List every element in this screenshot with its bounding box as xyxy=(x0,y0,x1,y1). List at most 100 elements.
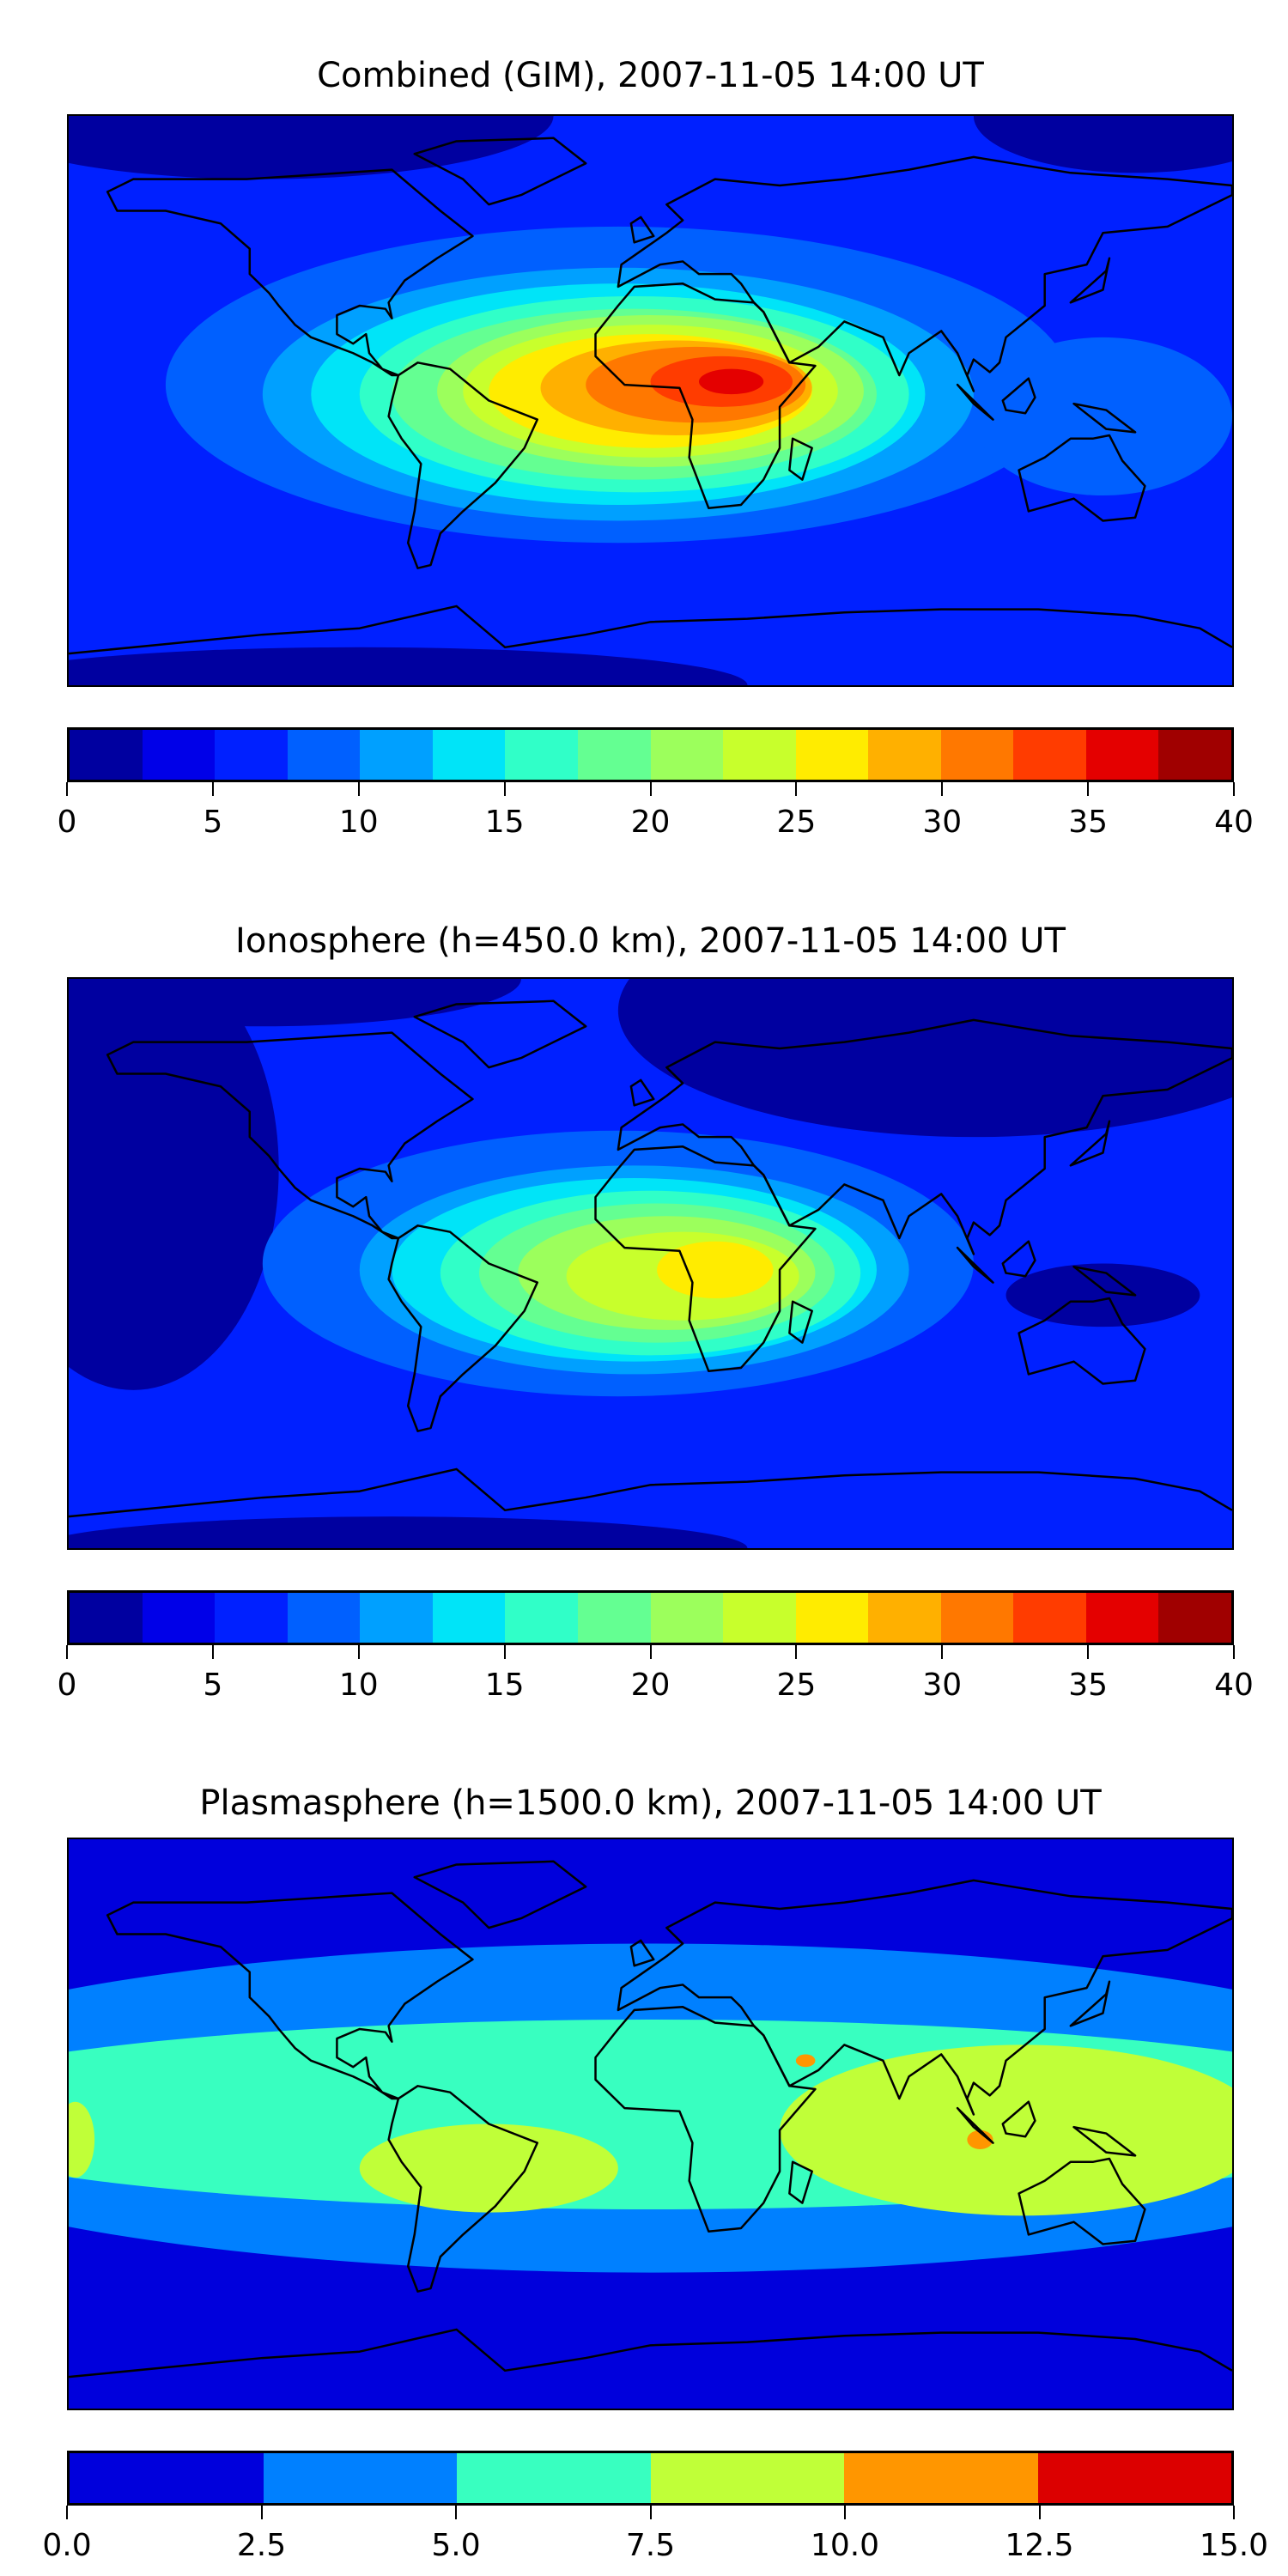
colorbar-swatch xyxy=(844,2453,1038,2503)
colorbar-swatch xyxy=(70,1593,143,1643)
map-plot xyxy=(67,1838,1234,2410)
coastline-eurasia xyxy=(618,1880,1232,2115)
colorbar-tick xyxy=(211,782,214,796)
coastline-sumatra xyxy=(957,1248,993,1283)
colorbar-tick-label: 5 xyxy=(203,1668,223,1703)
coastline-australia xyxy=(1019,435,1145,520)
colorbar-tick xyxy=(66,782,68,796)
contour-region xyxy=(69,979,279,1390)
colorbar-swatch xyxy=(940,1593,1014,1643)
coastline-sumatra xyxy=(957,385,993,420)
coastline-borneo xyxy=(1003,2102,1036,2137)
contour-region xyxy=(973,337,1232,495)
colorbar-tick-label: 10 xyxy=(338,1668,379,1703)
colorbar-tick xyxy=(1087,1645,1090,1659)
coastline-madagascar xyxy=(789,439,811,480)
coastline-north-america xyxy=(107,1893,472,2099)
coastline-sumatra xyxy=(957,2108,993,2143)
coastline-greenland xyxy=(415,1862,586,1928)
colorbar-swatch xyxy=(505,730,578,780)
contour-region xyxy=(69,979,521,1027)
contour-region xyxy=(657,1241,774,1299)
coastline-antarctica xyxy=(69,606,1232,653)
contour-region xyxy=(967,2129,993,2149)
coastline-antarctica xyxy=(69,1469,1232,1516)
colorbar-tick-label: 15.0 xyxy=(1199,2528,1269,2563)
colorbar-tick-label: 35 xyxy=(1068,805,1109,840)
colorbar-swatch xyxy=(1085,1593,1159,1643)
coastline-japan xyxy=(1071,1121,1109,1166)
colorbar-tick xyxy=(1233,2506,1235,2519)
coastline-africa xyxy=(596,2007,816,2232)
colorbar-tick xyxy=(1233,782,1235,796)
colorbar-tick xyxy=(1233,1645,1235,1659)
colorbar-swatch xyxy=(940,730,1014,780)
coastline-japan xyxy=(1071,258,1109,303)
coastline-africa xyxy=(596,283,816,508)
colorbar-ticks: 0.0 2.5 5.0 7.5 10.0 12.5 15.0 xyxy=(42,2506,1268,2574)
coastline-japan xyxy=(1071,1982,1109,2026)
colorbar-tick-label: 25 xyxy=(776,805,817,840)
colorbar-tick-label: 15 xyxy=(484,805,525,840)
colorbar-tick-label: 20 xyxy=(630,805,671,840)
colorbar-swatch xyxy=(1085,730,1159,780)
colorbar-tick xyxy=(357,782,360,796)
colorbar-swatch xyxy=(432,730,506,780)
colorbar-tick xyxy=(455,2506,457,2519)
coastline-north-america xyxy=(107,1033,472,1238)
colorbar-tick-label: 30 xyxy=(922,1668,963,1703)
coastline-south-america xyxy=(389,1225,538,1431)
colorbar-swatch xyxy=(505,1593,578,1643)
colorbar-swatch xyxy=(360,730,433,780)
coastline-britain xyxy=(631,217,653,242)
coastline-australia xyxy=(1019,1298,1145,1383)
colorbar-swatch xyxy=(650,1593,724,1643)
colorbar-tick xyxy=(503,782,506,796)
contour-region xyxy=(69,2101,95,2178)
colorbar-tick xyxy=(649,2506,652,2519)
chart-title: Combined (GIM), 2007-11-05 14:00 UT xyxy=(317,56,984,95)
colorbar-ticks: 0 5 10 15 20 25 30 35 40 xyxy=(58,1645,1254,1714)
contour-region xyxy=(1005,1263,1200,1327)
colorbar-tick xyxy=(66,1645,68,1659)
contour-region xyxy=(359,2123,618,2213)
coastline-africa xyxy=(596,1146,816,1371)
colorbar-tick xyxy=(795,1645,798,1659)
colorbar-ticks: 0 5 10 15 20 25 30 35 40 xyxy=(58,782,1254,851)
colorbar-swatch xyxy=(1158,1593,1231,1643)
colorbar-swatch xyxy=(1037,2453,1231,2503)
contour-region xyxy=(617,979,1232,1138)
colorbar-swatch xyxy=(1013,1593,1086,1643)
coastline-australia xyxy=(1019,2159,1145,2244)
coastline-eurasia xyxy=(618,157,1232,392)
coastline-new-guinea xyxy=(1074,404,1136,432)
colorbar-tick xyxy=(795,782,798,796)
colorbar-swatch xyxy=(142,730,216,780)
colorbar-tick-label: 10 xyxy=(338,805,379,840)
colorbar-tick-label: 15 xyxy=(484,1668,525,1703)
map-plot xyxy=(67,114,1234,687)
colorbar-swatch xyxy=(868,1593,941,1643)
colorbar xyxy=(67,1590,1234,1645)
coastline-borneo xyxy=(1003,1242,1036,1277)
colorbar-tick xyxy=(66,2506,68,2519)
colorbar-swatch xyxy=(868,730,941,780)
colorbar-swatch xyxy=(723,1593,796,1643)
colorbar-tick-label: 40 xyxy=(1214,1668,1254,1703)
coastline-new-guinea xyxy=(1074,2127,1136,2155)
coastline-madagascar xyxy=(789,2162,811,2203)
contour-map xyxy=(69,116,1232,685)
colorbar-tick-label: 20 xyxy=(630,1668,671,1703)
coastline-greenland xyxy=(415,1001,586,1067)
colorbar-swatch xyxy=(215,730,288,780)
colorbar-tick xyxy=(260,2506,263,2519)
coastline-britain xyxy=(631,1941,653,1965)
colorbar-tick xyxy=(649,1645,652,1659)
colorbar-tick-label: 40 xyxy=(1214,805,1254,840)
contour-map xyxy=(69,1839,1232,2409)
colorbar-tick xyxy=(357,1645,360,1659)
colorbar-tick-label: 0 xyxy=(57,805,77,840)
colorbar-tick xyxy=(941,782,944,796)
colorbar-tick-label: 30 xyxy=(922,805,963,840)
colorbar xyxy=(67,727,1234,782)
